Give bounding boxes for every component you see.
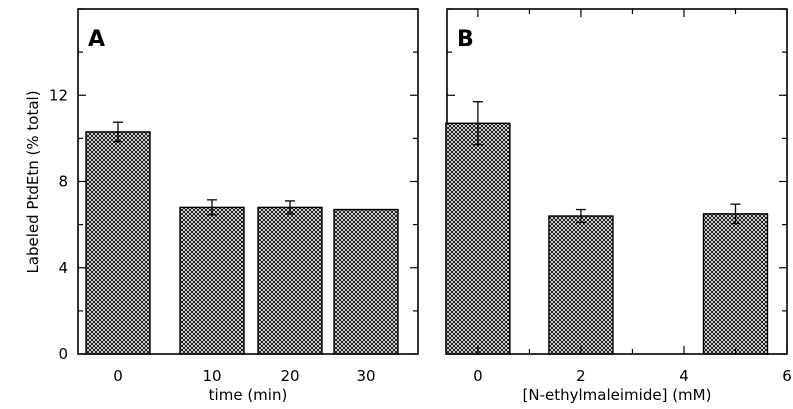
bar (548, 215, 614, 355)
bar (85, 131, 151, 355)
panel-b: B 0 2 4 6 [N-ethylmaleimide] (mM) (445, 8, 792, 404)
x-tick-label: 0 (473, 367, 483, 385)
panel-b-x-ticks: 0 2 4 6 (473, 9, 792, 385)
panel-a-x-axis-title: time (min) (209, 386, 288, 404)
y-axis-title: Labeled PtdEtn (% total) (24, 90, 42, 273)
bar (179, 206, 245, 355)
panel-b-x-axis-title: [N-ethylmaleimide] (mM) (523, 386, 712, 404)
panel-a-x-ticks: 0 10 20 30 (113, 367, 375, 385)
x-tick-label: 6 (782, 367, 792, 385)
panel-b-label: B (457, 27, 474, 52)
panel-a-bars (85, 121, 399, 355)
x-tick-label: 10 (202, 367, 221, 385)
panel-a-y-ticks: 0 4 8 12 (49, 8, 418, 363)
y-tick-label: 0 (58, 345, 68, 363)
bar (333, 208, 399, 355)
panel-a-label: A (88, 27, 105, 52)
y-tick-label: 4 (58, 259, 68, 277)
x-tick-label: 2 (576, 367, 586, 385)
x-tick-label: 30 (356, 367, 375, 385)
y-tick-label: 8 (58, 173, 68, 191)
bar (257, 206, 323, 355)
x-tick-label: 0 (113, 367, 123, 385)
bar (702, 213, 769, 355)
panel-a: A 0 4 8 12 0 10 20 30 time (min) Labeled PtdEt… (24, 8, 419, 404)
panel-b-bars (445, 101, 769, 355)
x-tick-label: 4 (679, 367, 689, 385)
bar (445, 122, 511, 355)
y-tick-label: 12 (49, 86, 68, 104)
x-tick-label: 20 (280, 367, 299, 385)
